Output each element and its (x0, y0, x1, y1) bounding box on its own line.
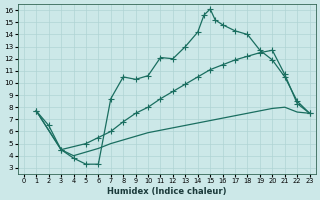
X-axis label: Humidex (Indice chaleur): Humidex (Indice chaleur) (107, 187, 227, 196)
